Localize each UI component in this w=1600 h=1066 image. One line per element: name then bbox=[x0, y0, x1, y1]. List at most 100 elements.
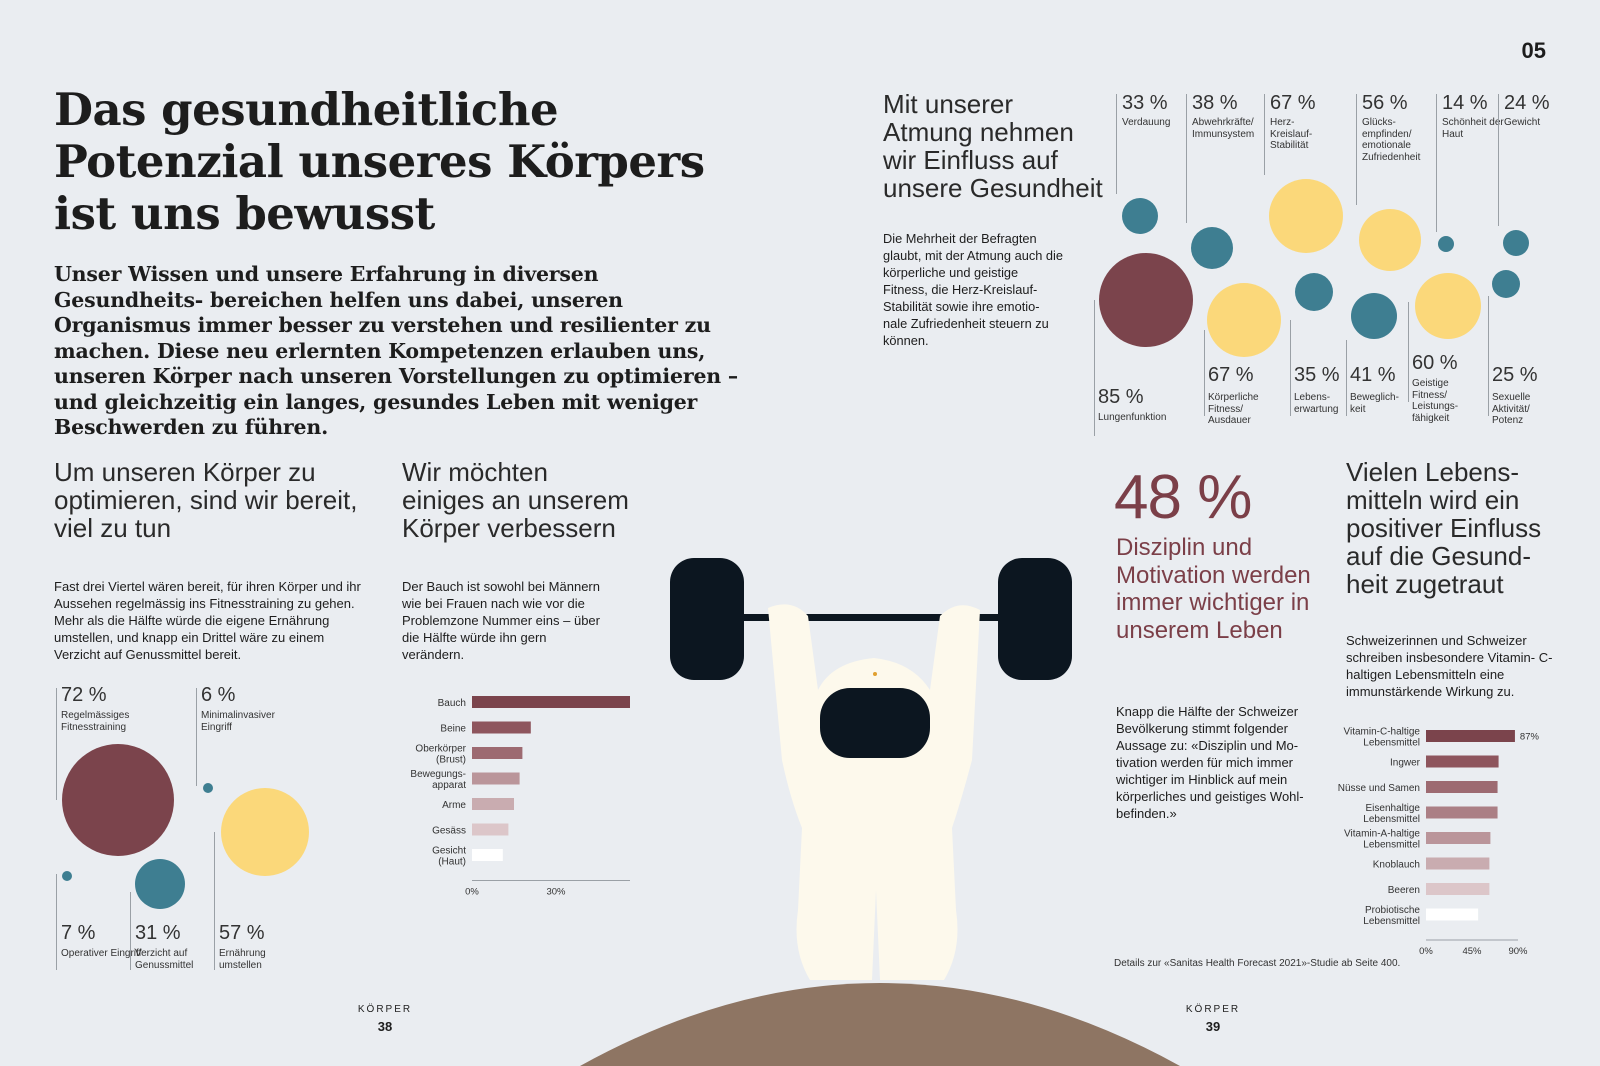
stat-label: Verdauung bbox=[1122, 117, 1171, 128]
stat-percentage: 72 % bbox=[61, 684, 107, 706]
stat-percentage: 24 % bbox=[1504, 92, 1550, 114]
stat-percentage: 6 % bbox=[201, 684, 236, 706]
stat-label: Lungenfunktion bbox=[1098, 412, 1167, 423]
footer-left-page: 38 bbox=[377, 1019, 393, 1034]
bar-category-label: Beine bbox=[440, 724, 466, 735]
bar bbox=[472, 849, 503, 861]
stat-label: Minimalinvasiver Eingriff bbox=[201, 710, 275, 733]
bar-category-label: (Brust) bbox=[436, 755, 466, 766]
connector-line bbox=[56, 874, 57, 970]
connector-line bbox=[1204, 330, 1205, 416]
stat-bubble bbox=[1122, 198, 1158, 234]
footer-right-page: 39 bbox=[1205, 1019, 1221, 1034]
connector-line bbox=[1290, 320, 1291, 416]
bar bbox=[472, 747, 523, 759]
food-bar-chart: Vitamin-C-haltigeLebensmittel87%IngwerNü… bbox=[1338, 727, 1540, 957]
stat-percentage: 7 % bbox=[61, 922, 96, 944]
stat-label: Operativer Eingriff bbox=[61, 948, 142, 959]
connector-line bbox=[1094, 300, 1095, 436]
x-tick-label: 90% bbox=[1508, 946, 1528, 956]
x-tick-label: 0% bbox=[1419, 946, 1433, 956]
bar bbox=[1426, 730, 1515, 742]
stat-bubble bbox=[221, 788, 309, 876]
connector-line bbox=[56, 688, 57, 800]
bar bbox=[1426, 908, 1479, 921]
stat-bubble bbox=[1503, 230, 1529, 256]
stat-bubble bbox=[1415, 273, 1481, 339]
stat-bubble bbox=[1099, 253, 1193, 347]
stat-bubble bbox=[1351, 293, 1397, 339]
stat-bubble bbox=[62, 871, 72, 881]
connector-line bbox=[1186, 94, 1187, 223]
stat-label: Beweglich- keit bbox=[1350, 392, 1399, 415]
bar-category-label: Bauch bbox=[438, 698, 466, 709]
source-note: Details zur «Sanitas Health Forecast 202… bbox=[1114, 958, 1401, 969]
stat-label: Verzicht auf Genussmittel bbox=[135, 948, 194, 971]
stat-bubble bbox=[203, 783, 213, 793]
improve-text: Der Bauch ist sowohl bei Männern wie bei… bbox=[402, 579, 600, 662]
bar-category-label: Nüsse und Samen bbox=[1338, 783, 1420, 794]
stat-label: Körperliche Fitness/ Ausdauer bbox=[1208, 392, 1259, 426]
figure-body bbox=[768, 604, 980, 980]
stat-label: Ernährung umstellen bbox=[219, 948, 266, 971]
connector-line bbox=[130, 892, 131, 970]
stat-label: Gewicht bbox=[1504, 117, 1541, 128]
lead-paragraph: Unser Wissen und unsere Erfahrung in div… bbox=[54, 262, 738, 439]
x-tick-label: 45% bbox=[1462, 946, 1482, 956]
bar-category-label: Gesäss bbox=[432, 826, 466, 837]
stat-percentage: 14 % bbox=[1442, 92, 1488, 114]
bar bbox=[1426, 883, 1490, 895]
stat-percentage: 56 % bbox=[1362, 92, 1408, 114]
connector-line bbox=[1356, 94, 1357, 205]
bar-category-label: Vitamin-C-haltige bbox=[1343, 727, 1420, 738]
stat-label: Abwehrkräfte/ Immunsystem bbox=[1192, 117, 1255, 140]
stat-label: Schönheit der Haut bbox=[1442, 117, 1504, 140]
bar bbox=[1426, 755, 1499, 768]
discipline-subheading: Disziplin und Motivation werden immer wi… bbox=[1116, 534, 1311, 644]
stat-label: Sexuelle Aktivität/ Potenz bbox=[1492, 392, 1531, 426]
connector-line bbox=[1346, 340, 1347, 416]
bar-category-label: (Haut) bbox=[438, 857, 466, 868]
bar bbox=[472, 823, 509, 836]
connector-line bbox=[1116, 94, 1117, 194]
bar-category-label: Beeren bbox=[1388, 885, 1420, 896]
connector-line bbox=[1436, 94, 1437, 232]
bar-category-label: Lebensmittel bbox=[1363, 814, 1420, 825]
bar-category-label: Ingwer bbox=[1390, 758, 1421, 769]
stat-bubble bbox=[1269, 179, 1343, 253]
figure-visor bbox=[820, 688, 930, 758]
bar-category-label: Lebensmittel bbox=[1363, 738, 1420, 749]
stat-bubble bbox=[1191, 227, 1233, 269]
optimize-heading: Um unseren Körper zu optimieren, sind wi… bbox=[54, 457, 358, 543]
bar bbox=[472, 721, 531, 734]
bar bbox=[472, 798, 514, 810]
bar-category-label: Lebensmittel bbox=[1363, 916, 1420, 927]
stat-bubble bbox=[1359, 209, 1421, 271]
stat-bubble bbox=[135, 859, 185, 909]
barbell-bar bbox=[700, 614, 1060, 621]
bar-category-label: Lebensmittel bbox=[1363, 840, 1420, 851]
bar-category-label: Bewegungs- bbox=[410, 769, 466, 780]
connector-line bbox=[1264, 94, 1265, 175]
improve-heading: Wir möchten einiges an unserem Körper ve… bbox=[402, 457, 629, 543]
x-tick-label: 30% bbox=[546, 887, 566, 898]
bar bbox=[1426, 806, 1498, 819]
connector-line bbox=[214, 832, 215, 970]
stat-label: Herz-Kreislauf- Stabilität bbox=[1270, 117, 1313, 151]
stat-bubble bbox=[1207, 283, 1281, 357]
stat-percentage: 85 % bbox=[1098, 386, 1144, 408]
barbell-right-plate bbox=[998, 558, 1072, 680]
x-tick-label: 0% bbox=[465, 887, 479, 898]
weightlifter-illustration bbox=[580, 558, 1180, 1066]
connector-line bbox=[1408, 302, 1409, 402]
bar-value-label: 87% bbox=[1520, 732, 1540, 743]
breathing-heading: Mit unserer Atmung nehmen wir Einfluss a… bbox=[883, 89, 1103, 203]
stat-label: Regelmässiges Fitnesstraining bbox=[61, 710, 130, 733]
stat-percentage: 41 % bbox=[1350, 364, 1396, 386]
bar bbox=[1426, 832, 1491, 844]
bar-category-label: Knoblauch bbox=[1373, 860, 1420, 871]
discipline-text: Knapp die Hälfte der Schweizer Bevölkeru… bbox=[1116, 704, 1304, 821]
connector-line bbox=[1488, 296, 1489, 416]
bar-category-label: Gesicht bbox=[432, 846, 466, 857]
optimize-text: Fast drei Viertel wären bereit, für ihre… bbox=[54, 579, 361, 662]
